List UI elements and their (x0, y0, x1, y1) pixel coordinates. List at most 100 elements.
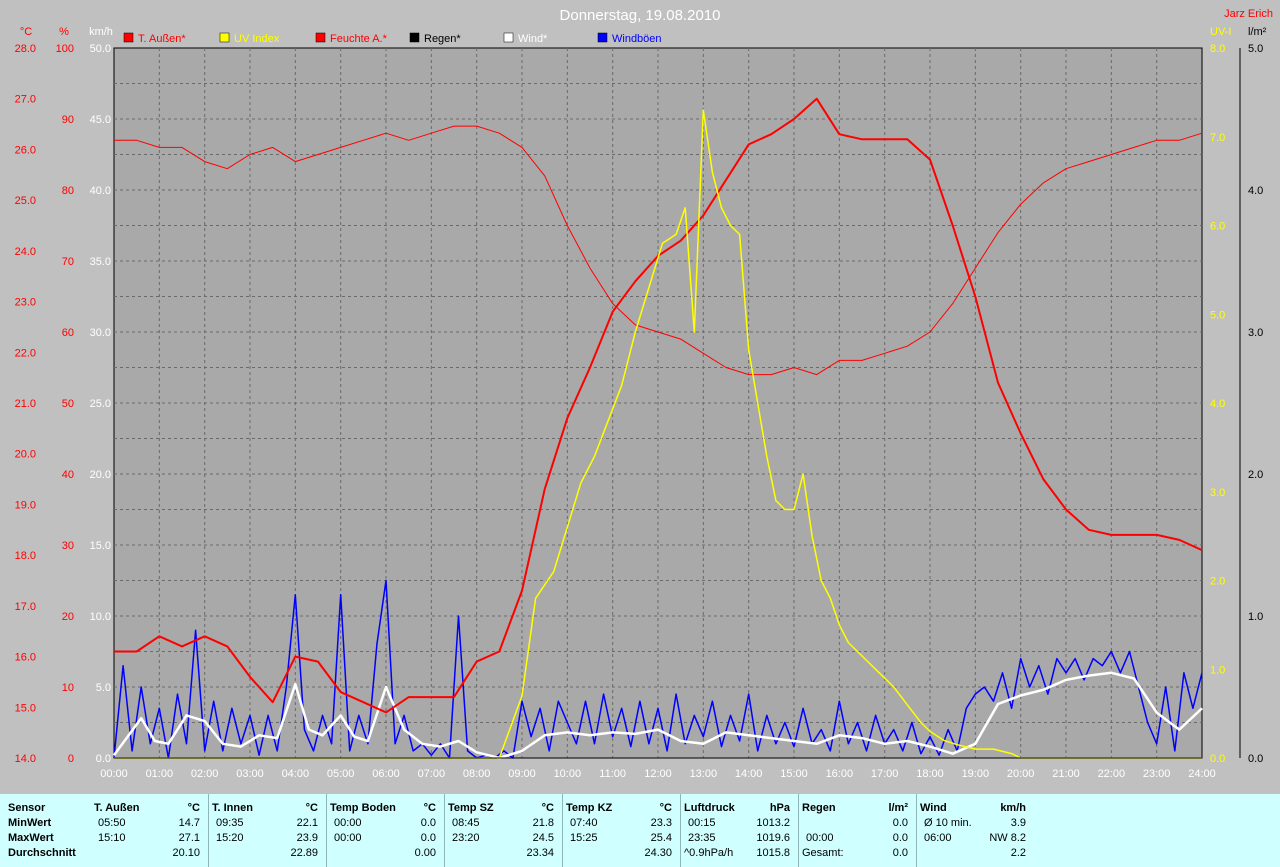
min-time: 00:15 (688, 817, 716, 829)
temp-tick-label: 19.0 (15, 499, 36, 511)
x-tick-label: 05:00 (327, 768, 355, 780)
group-title: Luftdruck (684, 802, 735, 814)
x-tick-label: 19:00 (962, 768, 990, 780)
x-tick-label: 15:00 (780, 768, 808, 780)
avg-value: 2.2 (1010, 847, 1026, 859)
wind-unit-label: km/h (89, 26, 113, 38)
x-tick-label: 02:00 (191, 768, 219, 780)
legend: T. Außen* UV Index Feuchte A.* Regen* Wind* W… (123, 32, 662, 45)
group-unit: °C (423, 802, 436, 814)
x-tick-label: 03:00 (236, 768, 264, 780)
min-value: 3.9 (1010, 817, 1026, 829)
group-title: Temp Boden (330, 802, 396, 814)
min-time: Ø 10 min. (924, 817, 972, 829)
group-title: Temp SZ (448, 802, 494, 814)
x-tick-label: 16:00 (826, 768, 854, 780)
legend-swatch (123, 32, 134, 43)
max-value: 24.5 (532, 832, 554, 844)
group-unit: °C (187, 802, 200, 814)
wind-tick-label: 25.0 (90, 398, 111, 410)
avg-label: ^0.9hPa/h (684, 847, 734, 859)
temp-tick-label: 15.0 (15, 702, 36, 714)
humidity-tick-label: 90 (62, 114, 74, 126)
legend-label: Regen* (424, 33, 461, 45)
x-tick-label: 22:00 (1098, 768, 1126, 780)
min-value: 14.7 (178, 817, 200, 829)
group-unit: °C (305, 802, 318, 814)
temp-tick-label: 27.0 (15, 94, 36, 106)
summary-group: Temp Boden °C 00:00 0.0 00:00 0.0 0.00 (326, 794, 445, 867)
legend-label: UV Index (234, 33, 280, 45)
series-humidity-line (114, 125, 1203, 376)
x-tick-label: 00:00 (100, 768, 128, 780)
wind-tick-label: 20.0 (90, 469, 111, 481)
uv-tick-label: 0.0 (1210, 753, 1225, 765)
x-tick-label: 01:00 (146, 768, 174, 780)
min-time: 07:40 (570, 817, 598, 829)
summary-group: T. Außen °C 05:50 14.7 15:10 27.1 20.10 (90, 794, 209, 867)
min-value: 21.8 (532, 817, 554, 829)
group-unit: °C (659, 802, 672, 814)
humidity-tick-label: 80 (62, 185, 74, 197)
group-unit: °C (541, 802, 554, 814)
min-time: 00:00 (334, 817, 362, 829)
legend-swatch (409, 32, 420, 43)
summary-group: Luftdruck hPa 00:15 1013.2 23:35 1019.6 ^0.9hP… (680, 794, 799, 867)
summary-group: Temp SZ °C 08:45 21.8 23:20 24.5 23.34 (444, 794, 563, 867)
avg-value: 23.34 (526, 847, 554, 859)
chart-title: Donnerstag, 19.08.2010 (560, 7, 721, 24)
x-tick-label: 21:00 (1052, 768, 1080, 780)
rain-tick-label: 0.0 (1248, 753, 1263, 765)
wind-tick-label: 40.0 (90, 185, 111, 197)
temp-tick-label: 28.0 (15, 43, 36, 55)
uv-tick-label: 1.0 (1210, 664, 1225, 676)
series-wind-line (112, 671, 1203, 760)
legend-swatch (503, 32, 514, 43)
humidity-tick-label: 0 (68, 753, 74, 765)
temp-tick-label: 14.0 (15, 753, 36, 765)
rain-unit-label: l/m² (1248, 26, 1267, 38)
max-time: 06:00 (924, 832, 952, 844)
legend-label: Feuchte A.* (330, 33, 388, 45)
legend-label: Wind* (518, 33, 548, 45)
label-max: MaxWert (8, 832, 54, 844)
temp-tick-label: 24.0 (15, 246, 36, 258)
rain-tick-label: 5.0 (1248, 43, 1263, 55)
temp-tick-label: 20.0 (15, 449, 36, 461)
uv-tick-label: 4.0 (1210, 398, 1225, 410)
humidity-tick-label: 50 (62, 398, 74, 410)
legend-label: Windböen (612, 33, 662, 45)
max-value: 27.1 (178, 832, 200, 844)
avg-value: 20.10 (172, 847, 200, 859)
x-tick-label: 13:00 (690, 768, 718, 780)
min-value: 22.1 (296, 817, 318, 829)
label-min: MinWert (8, 817, 52, 829)
legend-swatch (219, 32, 230, 43)
rain-tick-label: 4.0 (1248, 185, 1263, 197)
summary-group: Temp KZ °C 07:40 23.3 15:25 25.4 24.30 (562, 794, 681, 867)
min-time: 09:35 (216, 817, 244, 829)
wind-tick-label: 30.0 (90, 327, 111, 339)
max-value: 23.9 (296, 832, 318, 844)
humidity-tick-label: 100 (56, 43, 74, 55)
rain-tick-label: 2.0 (1248, 469, 1263, 481)
grid (114, 48, 1202, 758)
min-value: 23.3 (650, 817, 672, 829)
series (112, 97, 1203, 760)
uv-unit-label: UV-I (1210, 26, 1231, 38)
humidity-tick-label: 40 (62, 469, 74, 481)
legend-swatch (597, 32, 608, 43)
avg-value: 1015.8 (756, 847, 790, 859)
group-title: Wind (920, 802, 947, 814)
min-value: 0.0 (892, 817, 908, 829)
summary-group: Wind km/h Ø 10 min. 3.9 06:00 NW 8.2 2.2 (916, 794, 1034, 867)
max-value: 0.0 (892, 832, 908, 844)
max-time: 00:00 (334, 832, 362, 844)
legend-swatch (315, 32, 326, 43)
wind-tick-label: 45.0 (90, 114, 111, 126)
avg-value: 0.00 (414, 847, 436, 859)
min-value: 1013.2 (756, 817, 790, 829)
max-time: 00:00 (806, 832, 834, 844)
temp-tick-label: 16.0 (15, 652, 36, 664)
uv-tick-label: 7.0 (1210, 132, 1225, 144)
